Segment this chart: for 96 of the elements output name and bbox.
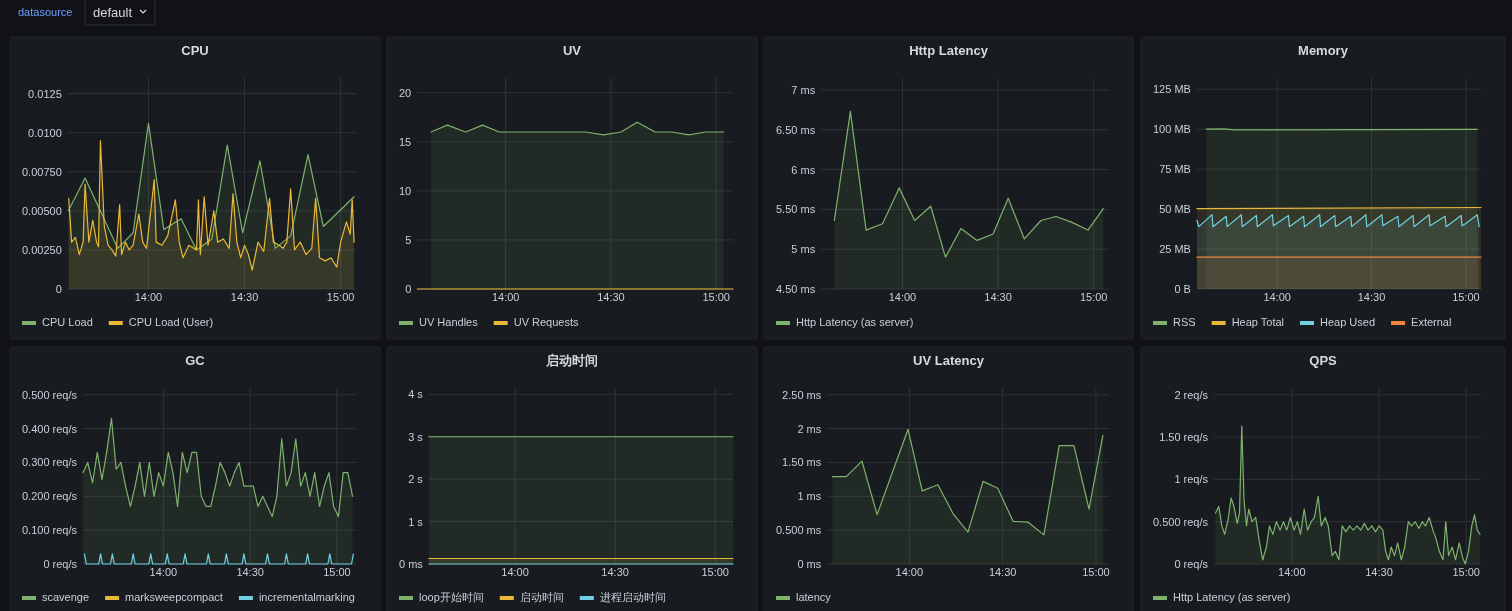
chart-title: UV <box>562 43 582 58</box>
x-tick-label: 14:30 <box>988 566 1017 578</box>
x-tick-label: 14:00 <box>491 291 520 303</box>
y-tick-label: 1.50 req/s <box>1159 431 1209 444</box>
y-tick-label: 0 ms <box>797 558 822 570</box>
x-tick-label: 14:00 <box>888 291 917 303</box>
x-tick-label: 14:00 <box>1263 291 1291 303</box>
chart-title: CPU <box>181 43 209 58</box>
y-tick-label: 50 MB <box>1159 203 1191 216</box>
y-tick-label: 0.500 req/s <box>22 388 78 401</box>
legend-label: scavenge <box>42 591 90 603</box>
y-tick-label: 2 s <box>408 473 424 486</box>
y-tick-label: 7 ms <box>791 83 816 96</box>
y-tick-label: 2 req/s <box>1174 388 1209 401</box>
x-tick-label: 14:00 <box>895 566 924 578</box>
x-tick-label: 15:00 <box>1079 291 1108 303</box>
x-tick-label: 14:30 <box>1365 566 1393 578</box>
x-tick-label: 14:30 <box>984 291 1012 303</box>
x-tick-label: 14:00 <box>134 291 163 303</box>
x-tick-label: 15:00 <box>1082 566 1110 578</box>
chart-title: QPS <box>1309 353 1338 368</box>
y-tick-label: 5.50 ms <box>776 203 816 216</box>
y-tick-label: 0 req/s <box>43 558 78 570</box>
y-tick-label: 100 MB <box>1153 123 1191 136</box>
x-tick-label: 15:00 <box>1452 566 1480 578</box>
x-tick-label: 14:30 <box>597 291 625 303</box>
y-tick-label: 4 s <box>408 388 424 401</box>
x-tick-label: 15:00 <box>702 291 730 303</box>
x-tick-label: 14:00 <box>149 566 178 578</box>
y-tick-label: 0.0125 <box>28 87 62 100</box>
y-tick-label: 1 ms <box>797 490 822 503</box>
legend-label: CPU Load (User) <box>128 316 214 328</box>
legend-label: loop开始时间 <box>419 591 484 603</box>
y-tick-label: 6.50 ms <box>776 123 816 136</box>
y-tick-label: 5 ms <box>791 243 816 256</box>
chart-title: UV Latency <box>913 353 985 368</box>
y-tick-label: 2.50 ms <box>782 388 822 401</box>
x-tick-label: 15:00 <box>1452 291 1480 303</box>
y-tick-label: 0 ms <box>399 558 424 570</box>
legend-label: incrementalmarking <box>258 591 355 603</box>
chart-title: GC <box>185 353 206 368</box>
x-tick-label: 14:00 <box>501 566 529 578</box>
legend-label: Heap Used <box>1320 316 1376 328</box>
y-tick-label: 0.0100 <box>28 126 62 139</box>
chart-title: 启动时间 <box>545 353 598 368</box>
y-tick-label: 10 <box>399 184 412 197</box>
y-tick-label: 0.00500 <box>22 204 62 217</box>
legend-label: UV Requests <box>513 316 580 328</box>
x-tick-label: 14:30 <box>1357 291 1386 303</box>
x-tick-label: 14:30 <box>230 291 259 303</box>
y-tick-label: 0 B <box>1174 283 1191 295</box>
y-tick-label: 0.00250 <box>22 243 62 256</box>
y-tick-label: 0.300 req/s <box>22 456 78 469</box>
x-tick-label: 14:30 <box>236 566 264 578</box>
legend-label: External <box>1411 316 1452 328</box>
chart-title: Memory <box>1298 43 1349 58</box>
legend-label: Http Latency (as server) <box>1173 591 1291 603</box>
y-tick-label: 6 ms <box>791 163 816 176</box>
legend-label: RSS <box>1173 316 1196 328</box>
y-tick-label: 0 <box>405 283 412 295</box>
legend-label: UV Handles <box>419 316 479 328</box>
x-tick-label: 14:30 <box>601 566 629 578</box>
y-tick-label: 0.00750 <box>22 165 62 178</box>
legend-label: 启动时间 <box>519 591 564 603</box>
y-tick-label: 0.500 ms <box>776 524 822 537</box>
y-tick-label: 0 <box>55 283 62 295</box>
x-tick-label: 15:00 <box>326 291 355 303</box>
legend-label: CPU Load <box>42 316 93 328</box>
y-tick-label: 1 s <box>408 515 424 528</box>
y-tick-label: 15 <box>399 135 412 148</box>
y-tick-label: 25 MB <box>1159 243 1191 256</box>
y-tick-label: 0.100 req/s <box>22 524 78 537</box>
y-tick-label: 75 MB <box>1159 163 1191 176</box>
legend-label: latency <box>796 591 832 603</box>
y-tick-label: 0.200 req/s <box>22 490 78 503</box>
legend-label: 进程启动时间 <box>599 591 666 603</box>
legend-label: marksweepcompact <box>125 591 223 603</box>
y-tick-label: 2 ms <box>797 422 822 435</box>
text: datasource <box>18 6 73 18</box>
x-tick-label: 14:00 <box>1278 566 1306 578</box>
y-tick-label: 5 <box>405 233 412 246</box>
y-tick-label: 0 req/s <box>1174 558 1209 570</box>
x-tick-label: 15:00 <box>701 566 729 578</box>
y-tick-label: 4.50 ms <box>776 283 816 295</box>
y-tick-label: 20 <box>399 86 412 99</box>
y-tick-label: 0.400 req/s <box>22 422 78 435</box>
legend-label: Http Latency (as server) <box>796 316 914 328</box>
y-tick-label: 125 MB <box>1153 83 1191 96</box>
y-tick-label: 1.50 ms <box>782 456 822 469</box>
text: default <box>93 5 133 20</box>
legend-label: Heap Total <box>1231 316 1285 328</box>
chart-title: Http Latency <box>909 43 989 58</box>
y-tick-label: 3 s <box>408 430 424 443</box>
x-tick-label: 15:00 <box>323 566 351 578</box>
y-tick-label: 0.500 req/s <box>1153 515 1209 528</box>
y-tick-label: 1 req/s <box>1174 473 1209 486</box>
